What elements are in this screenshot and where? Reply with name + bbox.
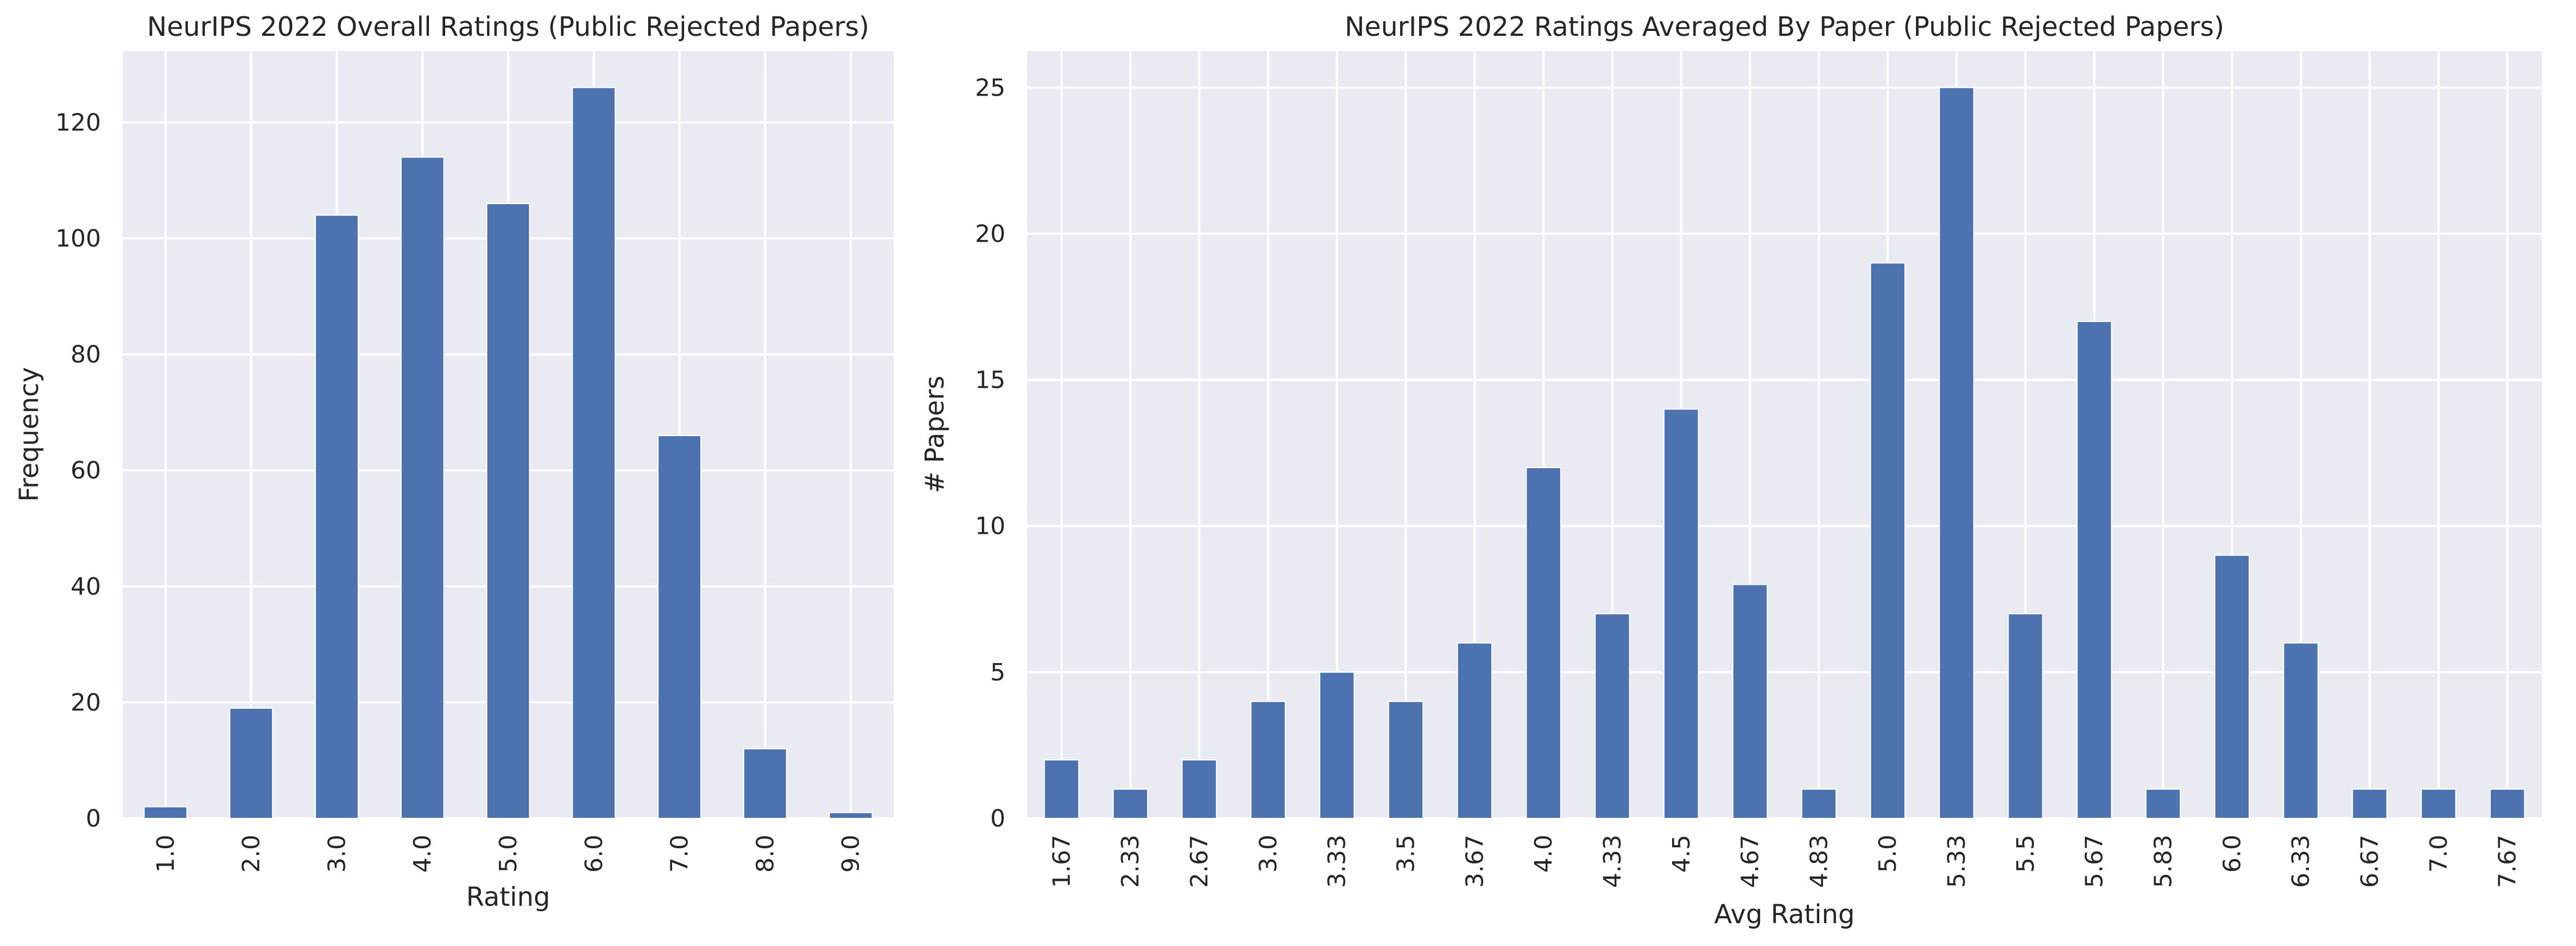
- chart-title: NeurIPS 2022 Overall Ratings (Public Rej…: [147, 11, 870, 42]
- bar-2-67: [1181, 759, 1217, 819]
- x-tick-label: 2.0: [238, 835, 265, 873]
- y-tick-label: 60: [71, 457, 101, 484]
- x-tick-label: 2.67: [1186, 835, 1213, 888]
- y-tick-label: 20: [975, 220, 1005, 248]
- bar-7-0: [657, 435, 701, 819]
- overall-ratings-chart: 0 20 40 60 80 100 120 1.0 2.0 3.0 4.0 5.0 6.0 7.0 8.0 9…: [14, 11, 894, 912]
- bar-7-67: [2489, 789, 2526, 819]
- averaged-ratings-chart: 0 5 10 15 20 25 1.67 2.33 2.67 3.0 3.33 3.5 3.67 4.0 4…: [920, 11, 2542, 930]
- y-tick-label: 40: [71, 573, 101, 601]
- x-tick-label: 3.67: [1461, 835, 1489, 888]
- x-tick-label: 3.5: [1393, 835, 1420, 873]
- bar-4-83: [1801, 789, 1837, 819]
- bar-4-0: [1526, 467, 1561, 819]
- x-tick-label: 7.0: [666, 835, 694, 873]
- y-axis-label: Frequency: [14, 367, 45, 502]
- bar-5-33: [1939, 87, 1974, 819]
- bar-5-0: [1870, 262, 1906, 819]
- y-tick-label: 20: [71, 689, 101, 716]
- x-tick-label: 4.67: [1737, 835, 1764, 888]
- x-tick-label: 7.0: [2425, 835, 2453, 873]
- x-tick-label: 6.0: [2218, 835, 2246, 873]
- bar-5-67: [2076, 320, 2112, 819]
- x-tick-label: 5.0: [1874, 835, 1902, 873]
- y-tick-label: 25: [975, 74, 1005, 102]
- x-tick-label: 1.67: [1048, 835, 1075, 888]
- y-tick-label: 5: [990, 659, 1005, 686]
- x-tick-label: 3.0: [1255, 835, 1282, 873]
- bar-1-67: [1043, 759, 1080, 819]
- x-tick-label: 5.67: [2081, 835, 2109, 888]
- y-tick-label: 0: [86, 805, 101, 833]
- chart-title: NeurIPS 2022 Ratings Averaged By Paper (…: [1345, 11, 2224, 42]
- x-tick-label: 5.33: [1943, 835, 1971, 888]
- y-tick-label: 0: [990, 805, 1005, 833]
- x-axis-label: Avg Rating: [1714, 899, 1855, 930]
- bar-2-0: [229, 708, 274, 819]
- x-tick-label: 5.83: [2150, 835, 2178, 888]
- bar-3-0: [315, 215, 359, 819]
- x-tick-label: 8.0: [751, 835, 779, 873]
- bar-6-0: [2214, 554, 2250, 819]
- bar-1-0: [143, 806, 188, 819]
- x-axis-label: Rating: [466, 882, 550, 912]
- x-tick-label: 5.5: [2012, 835, 2040, 873]
- bar-4-67: [1732, 584, 1768, 819]
- bar-6-67: [2352, 789, 2388, 819]
- x-tick-label: 3.0: [323, 835, 351, 873]
- x-tick-label: 4.83: [1805, 835, 1833, 888]
- x-tick-label: 4.0: [1530, 835, 1558, 873]
- bar-4-33: [1594, 613, 1630, 819]
- x-tick-label: 1.0: [152, 835, 180, 873]
- x-tick-label: 6.67: [2356, 835, 2384, 888]
- y-axis-label: # Papers: [920, 376, 950, 493]
- x-tick-label: 9.0: [837, 835, 865, 873]
- bar-3-5: [1388, 701, 1424, 819]
- bar-4-0: [400, 156, 445, 819]
- x-tick-label: 6.0: [580, 835, 608, 873]
- x-tick-label: 2.33: [1117, 835, 1144, 888]
- bar-3-67: [1457, 642, 1493, 819]
- y-tick-label: 120: [55, 109, 101, 136]
- y-tick-label: 80: [71, 341, 101, 369]
- x-tick-label: 4.5: [1668, 835, 1695, 873]
- bar-5-83: [2145, 789, 2181, 819]
- bar-4-5: [1663, 408, 1699, 819]
- bar-6-0: [572, 87, 616, 819]
- x-tick-label: 4.0: [409, 835, 436, 873]
- bar-9-0: [828, 812, 873, 819]
- bar-3-33: [1319, 671, 1355, 819]
- bar-7-0: [2421, 789, 2457, 819]
- x-tick-label: 5.0: [495, 835, 522, 873]
- bar-8-0: [743, 748, 787, 819]
- bar-6-33: [2283, 642, 2319, 819]
- x-tick-label: 7.67: [2494, 835, 2522, 888]
- bar-2-33: [1112, 789, 1148, 819]
- x-tick-label: 6.33: [2287, 835, 2315, 888]
- y-tick-label: 10: [975, 513, 1005, 540]
- x-tick-label: 3.33: [1324, 835, 1351, 888]
- bar-5-0: [486, 203, 530, 819]
- bar-3-0: [1250, 701, 1286, 819]
- x-tick-label: 4.33: [1599, 835, 1626, 888]
- y-tick-label: 15: [975, 367, 1005, 394]
- bar-5-5: [2008, 613, 2043, 819]
- y-tick-label: 100: [55, 225, 101, 253]
